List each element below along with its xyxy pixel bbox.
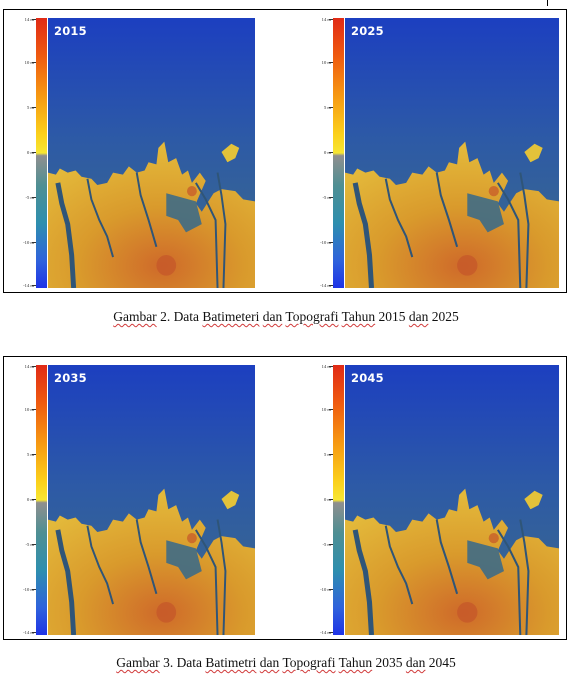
scale-tick-mark	[32, 544, 36, 545]
figure-3-frame: 14 m 10 m 5 m 0 m -5 m -10 m -14 m 2035 14 m 10…	[3, 356, 567, 640]
figure-3-caption: Gambar 3. Data Batimetri dan Topografi T…	[0, 655, 572, 671]
scale-tick-label: -14 m	[23, 283, 34, 288]
scale-tick-mark	[329, 107, 333, 108]
scale-tick-label: 0 m	[26, 150, 34, 155]
scale-tick-mark	[329, 242, 333, 243]
scale-tick-label: 10 m	[24, 60, 34, 65]
scale-tick-mark	[32, 499, 36, 500]
bathymetry-map	[48, 18, 255, 288]
scale-tick-mark	[329, 499, 333, 500]
scale-tick-label: 5 m	[323, 105, 331, 110]
scale-tick-mark	[32, 285, 36, 286]
caption-text: Gambar 2. Data Batimeteri dan Topografi …	[113, 309, 459, 324]
scale-tick-label: 0 m	[323, 150, 331, 155]
year-label: 2045	[351, 371, 384, 385]
scale-tick-mark	[329, 589, 333, 590]
scale-tick-mark	[329, 197, 333, 198]
bathymetry-map	[345, 18, 559, 288]
scale-tick-label: -5 m	[322, 195, 331, 200]
scale-tick-label: -10 m	[23, 240, 34, 245]
map-panel-2045: 14 m 10 m 5 m 0 m -5 m -10 m -14 m 2045	[307, 364, 559, 635]
depth-scale: 14 m 10 m 5 m 0 m -5 m -10 m -14 m	[10, 17, 48, 288]
depth-colorbar	[36, 18, 47, 288]
depth-colorbar	[333, 365, 344, 635]
map-panel-2035: 14 m 10 m 5 m 0 m -5 m -10 m -14 m 2035	[10, 364, 255, 635]
figure-2-frame: 14 m 10 m 5 m 0 m -5 m -10 m -14 m 2015 14 m 10…	[3, 9, 567, 293]
scale-tick-label: -14 m	[320, 283, 331, 288]
scale-tick-mark	[32, 197, 36, 198]
scale-tick-mark	[329, 62, 333, 63]
scale-tick-label: -14 m	[320, 630, 331, 635]
caption-text: Gambar 3. Data Batimetri dan Topografi T…	[116, 655, 456, 670]
scale-tick-mark	[329, 152, 333, 153]
scale-tick-mark	[32, 589, 36, 590]
scale-tick-mark	[32, 107, 36, 108]
depth-colorbar	[36, 365, 47, 635]
scale-tick-mark	[32, 62, 36, 63]
map-panel-2015: 14 m 10 m 5 m 0 m -5 m -10 m -14 m 2015	[10, 17, 255, 288]
depth-scale: 14 m 10 m 5 m 0 m -5 m -10 m -14 m	[307, 364, 345, 635]
scale-tick-label: 5 m	[26, 105, 34, 110]
bathymetry-map	[345, 365, 559, 635]
year-label: 2025	[351, 24, 384, 38]
scale-tick-mark	[329, 409, 333, 410]
scale-tick-label: -5 m	[25, 542, 34, 547]
scale-tick-mark	[32, 454, 36, 455]
scale-tick-mark	[32, 632, 36, 633]
scale-tick-mark	[329, 19, 333, 20]
scale-tick-label: -5 m	[322, 542, 331, 547]
depth-colorbar	[333, 18, 344, 288]
scale-tick-mark	[32, 19, 36, 20]
scale-tick-label: 14 m	[321, 364, 331, 369]
scale-tick-mark	[329, 632, 333, 633]
scale-tick-label: 10 m	[321, 407, 331, 412]
scale-tick-mark	[32, 152, 36, 153]
page-top-rule	[547, 0, 548, 6]
scale-tick-label: 0 m	[323, 497, 331, 502]
bathymetry-map	[48, 365, 255, 635]
scale-tick-mark	[32, 242, 36, 243]
scale-tick-mark	[329, 544, 333, 545]
scale-tick-label: 14 m	[321, 17, 331, 22]
scale-tick-label: -10 m	[320, 240, 331, 245]
scale-tick-label: -10 m	[320, 587, 331, 592]
scale-tick-mark	[329, 454, 333, 455]
map-panel-2025: 14 m 10 m 5 m 0 m -5 m -10 m -14 m 2025	[307, 17, 559, 288]
depth-scale: 14 m 10 m 5 m 0 m -5 m -10 m -14 m	[10, 364, 48, 635]
scale-tick-label: 5 m	[323, 452, 331, 457]
scale-tick-mark	[32, 409, 36, 410]
figure-2-caption: Gambar 2. Data Batimeteri dan Topografi …	[0, 309, 572, 325]
depth-scale: 14 m 10 m 5 m 0 m -5 m -10 m -14 m	[307, 17, 345, 288]
year-label: 2015	[54, 24, 87, 38]
scale-tick-mark	[329, 366, 333, 367]
scale-tick-label: 10 m	[321, 60, 331, 65]
scale-tick-mark	[329, 285, 333, 286]
scale-tick-label: -14 m	[23, 630, 34, 635]
year-label: 2035	[54, 371, 87, 385]
scale-tick-label: 10 m	[24, 407, 34, 412]
scale-tick-label: -10 m	[23, 587, 34, 592]
scale-tick-label: 14 m	[24, 17, 34, 22]
scale-tick-mark	[32, 366, 36, 367]
scale-tick-label: 14 m	[24, 364, 34, 369]
scale-tick-label: 0 m	[26, 497, 34, 502]
scale-tick-label: 5 m	[26, 452, 34, 457]
scale-tick-label: -5 m	[25, 195, 34, 200]
